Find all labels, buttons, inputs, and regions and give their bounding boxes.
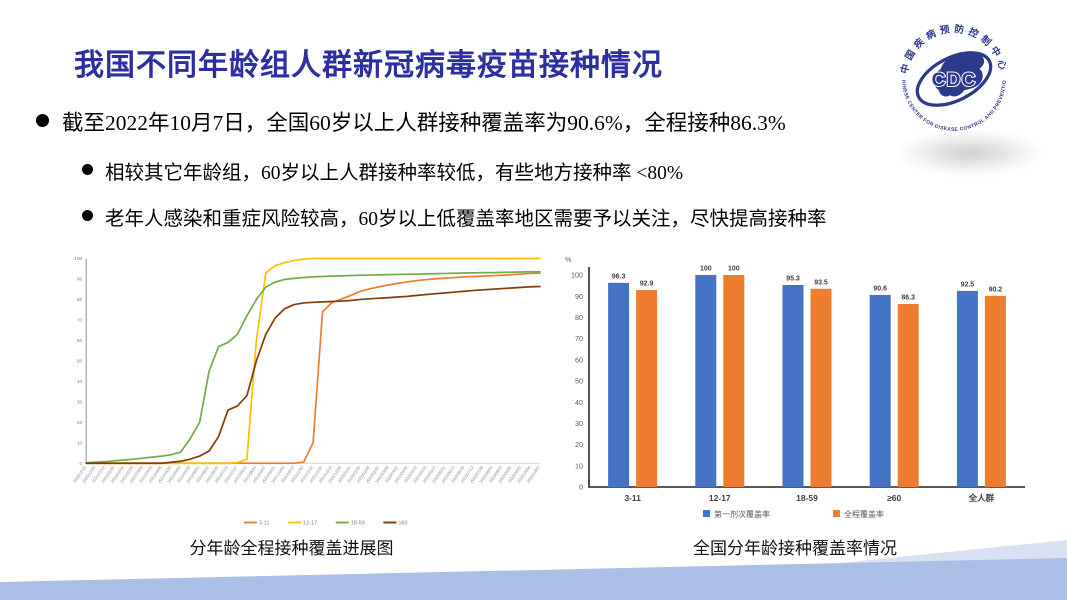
bullet-item-sub1: 相较其它年龄组，60岁以上人群接种率较低，有些地方接种率 <80% bbox=[82, 156, 1022, 185]
bullet-dot-icon bbox=[36, 114, 49, 127]
bullet-item-sub2: 老年人感染和重症风险较高，60岁以上低覆盖率地区需要予以关注，尽快提高接种率 bbox=[82, 202, 1022, 231]
bar-chart-coverage-by-age: 0 10 20 30 40 50 60 70 80 90 100% 96.3 92.9 3-11 100 10… bbox=[565, 255, 1025, 519]
svg-text:95.3: 95.3 bbox=[786, 275, 800, 282]
svg-text:12-17: 12-17 bbox=[709, 493, 731, 503]
map-island-dot bbox=[964, 94, 968, 98]
svg-text:70: 70 bbox=[77, 318, 83, 324]
bullet-dot-icon bbox=[82, 164, 93, 175]
bullet-text-sub2: 老年人感染和重症风险较高，60岁以上低覆盖率地区需要予以关注，尽快提高接种率 bbox=[105, 209, 827, 230]
svg-text:90.6: 90.6 bbox=[873, 285, 887, 292]
page-title: 我国不同年龄组人群新冠病毒疫苗接种情况 bbox=[74, 49, 663, 82]
svg-text:100: 100 bbox=[700, 266, 712, 273]
svg-text:10: 10 bbox=[575, 461, 583, 470]
svg-text:≥60: ≥60 bbox=[887, 493, 901, 503]
bullet-text-main: 截至2022年10月7日，全国60岁以上人群接种覆盖率为90.6%，全程接种86… bbox=[62, 111, 786, 135]
svg-text:60: 60 bbox=[575, 355, 583, 364]
svg-text:0: 0 bbox=[579, 483, 583, 492]
bullet-item-main: 截至2022年10月7日，全国60岁以上人群接种覆盖率为90.6%，全程接种86… bbox=[36, 106, 1016, 137]
svg-text:10: 10 bbox=[77, 441, 83, 447]
bullet-dot-icon bbox=[82, 210, 93, 221]
svg-text:100: 100 bbox=[74, 256, 82, 262]
svg-text:92.9: 92.9 bbox=[640, 281, 654, 288]
svg-text:30: 30 bbox=[77, 400, 83, 406]
svg-text:40: 40 bbox=[575, 398, 583, 407]
svg-text:80: 80 bbox=[77, 297, 83, 303]
svg-text:90: 90 bbox=[575, 292, 583, 301]
svg-text:40: 40 bbox=[77, 379, 83, 385]
svg-text:全程覆盖率: 全程覆盖率 bbox=[844, 509, 884, 519]
right-chart-caption: 全国分年龄接种覆盖率情况 bbox=[693, 539, 897, 558]
svg-text:12-17: 12-17 bbox=[303, 521, 317, 527]
svg-text:92.5: 92.5 bbox=[961, 281, 975, 288]
logo-shadow bbox=[895, 130, 1045, 176]
svg-text:90.2: 90.2 bbox=[989, 286, 1003, 293]
svg-text:90: 90 bbox=[77, 277, 83, 283]
logo-ellipse-ring bbox=[915, 51, 993, 107]
svg-text:50: 50 bbox=[77, 359, 83, 365]
svg-text:60: 60 bbox=[77, 338, 83, 344]
bullet-text-sub1: 相较其它年龄组，60岁以上人群接种率较低，有些地方接种率 <80% bbox=[105, 163, 684, 184]
svg-text:%: % bbox=[565, 255, 572, 264]
svg-text:100: 100 bbox=[728, 266, 740, 273]
svg-text:80: 80 bbox=[575, 313, 583, 322]
line-chart-vaccination-progress: 01020304050607080901002020/12/152020/12/… bbox=[72, 256, 541, 527]
svg-text:3-11: 3-11 bbox=[259, 521, 270, 527]
china-map-icon bbox=[933, 52, 985, 97]
svg-text:20: 20 bbox=[77, 420, 83, 426]
svg-text:50: 50 bbox=[575, 377, 583, 386]
svg-text:18-59: 18-59 bbox=[796, 493, 818, 503]
cdc-logo: 中国疾病预防控制中心 CHINESE CENTER FOR DISEASE CO… bbox=[893, 18, 1008, 133]
left-chart-caption: 分年龄全程接种覆盖进展图 bbox=[189, 539, 394, 558]
svg-text:20: 20 bbox=[575, 440, 583, 449]
svg-text:30: 30 bbox=[575, 419, 583, 428]
svg-text:3-11: 3-11 bbox=[624, 493, 641, 503]
svg-text:全人群: 全人群 bbox=[968, 493, 995, 503]
svg-text:≥60: ≥60 bbox=[398, 521, 407, 527]
svg-text:100: 100 bbox=[571, 271, 583, 280]
svg-text:70: 70 bbox=[575, 334, 583, 343]
svg-text:18-59: 18-59 bbox=[351, 521, 365, 527]
svg-text:86.3: 86.3 bbox=[901, 295, 915, 302]
logo-cdc-text: CDC bbox=[932, 70, 977, 91]
svg-text:0: 0 bbox=[80, 461, 83, 467]
svg-text:第一剂次覆盖率: 第一剂次覆盖率 bbox=[714, 509, 770, 519]
svg-text:96.3: 96.3 bbox=[612, 273, 626, 280]
svg-text:93.5: 93.5 bbox=[814, 279, 828, 286]
